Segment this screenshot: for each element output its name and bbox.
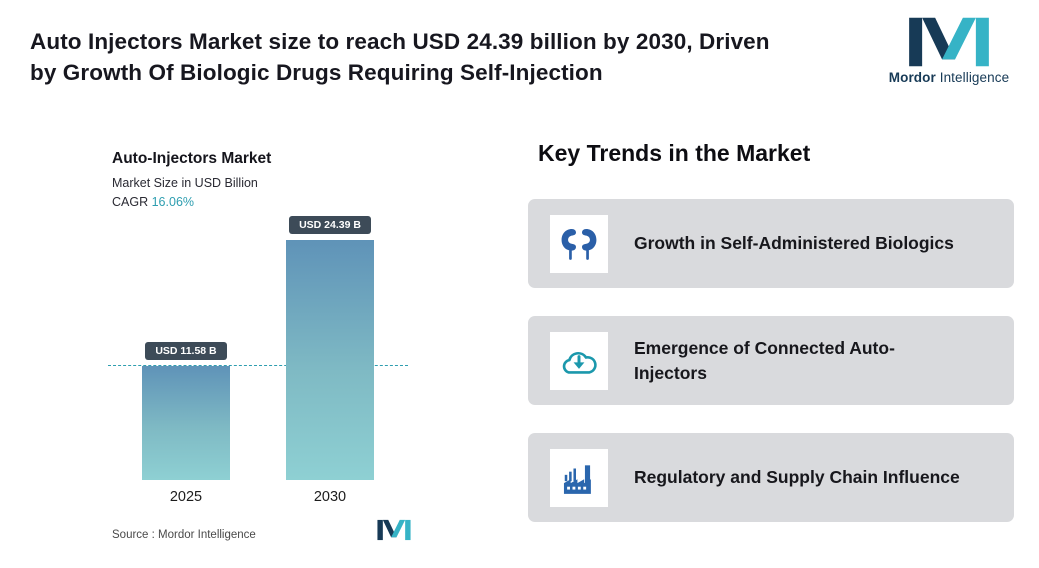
brand-name: Mordor Intelligence: [883, 70, 1015, 85]
brand-logo: Mordor Intelligence: [883, 16, 1015, 85]
trend-card-connected-auto-injectors: Emergence of Connected Auto-Injectors: [528, 316, 1014, 405]
cloud-download-icon: [550, 331, 608, 390]
trend-label: Growth in Self-Administered Biologics: [634, 233, 954, 254]
x-axis-label: 2025: [169, 489, 203, 505]
bar-value-label: USD 11.58 B: [145, 342, 227, 361]
chart-cagr: CAGR 16.06%: [112, 195, 422, 209]
brand-name-bold: Mordor: [888, 70, 936, 85]
source-text: Source : Mordor Intelligence: [112, 529, 256, 541]
source-row: Source : Mordor Intelligence: [112, 519, 412, 541]
bar-2030: [286, 240, 374, 480]
cagr-value: 16.06%: [151, 195, 195, 209]
bar-2025: [142, 366, 230, 480]
title-line-1: Auto Injectors Market size to reach USD …: [30, 29, 770, 54]
key-trends-panel: Key Trends in the Market Growth in Self-…: [528, 140, 1014, 550]
dashed-reference-line: [108, 365, 408, 367]
mordor-logo-icon-small: [377, 519, 411, 541]
trends-heading: Key Trends in the Market: [538, 140, 811, 166]
brand-name-regular: Intelligence: [939, 70, 1010, 85]
chart-subtitle: Market Size in USD Billion: [112, 176, 258, 190]
page-title: Auto Injectors Market size to reach USD …: [30, 26, 770, 88]
bar-group-2025: USD 11.58 B 2025: [142, 342, 230, 507]
bar-value-label: USD 24.39 B: [289, 216, 371, 234]
cagr-label: CAGR: [112, 195, 149, 209]
bar-chart: Auto-Injectors Market Market Size in USD…: [108, 150, 422, 541]
factory-icon: [550, 448, 608, 507]
mordor-logo-icon: [909, 17, 989, 67]
x-axis-label: 2030: [313, 489, 347, 505]
kidneys-icon: [550, 214, 608, 273]
trend-label: Regulatory and Supply Chain Influence: [634, 467, 960, 488]
bar-group-2030: USD 24.39 B 2030: [286, 216, 374, 507]
bar-plot: USD 11.58 B 2025 USD 24.39 B 2030: [108, 211, 422, 507]
title-line-2: by Growth Of Biologic Drugs Requiring Se…: [30, 60, 603, 86]
trend-label: Emergence of Connected Auto-Injectors: [634, 338, 895, 383]
trend-card-self-administered-biologics: Growth in Self-Administered Biologics: [528, 199, 1014, 288]
chart-title: Auto-Injectors Market: [112, 150, 272, 167]
trend-card-regulatory-supply-chain: Regulatory and Supply Chain Influence: [528, 433, 1014, 522]
